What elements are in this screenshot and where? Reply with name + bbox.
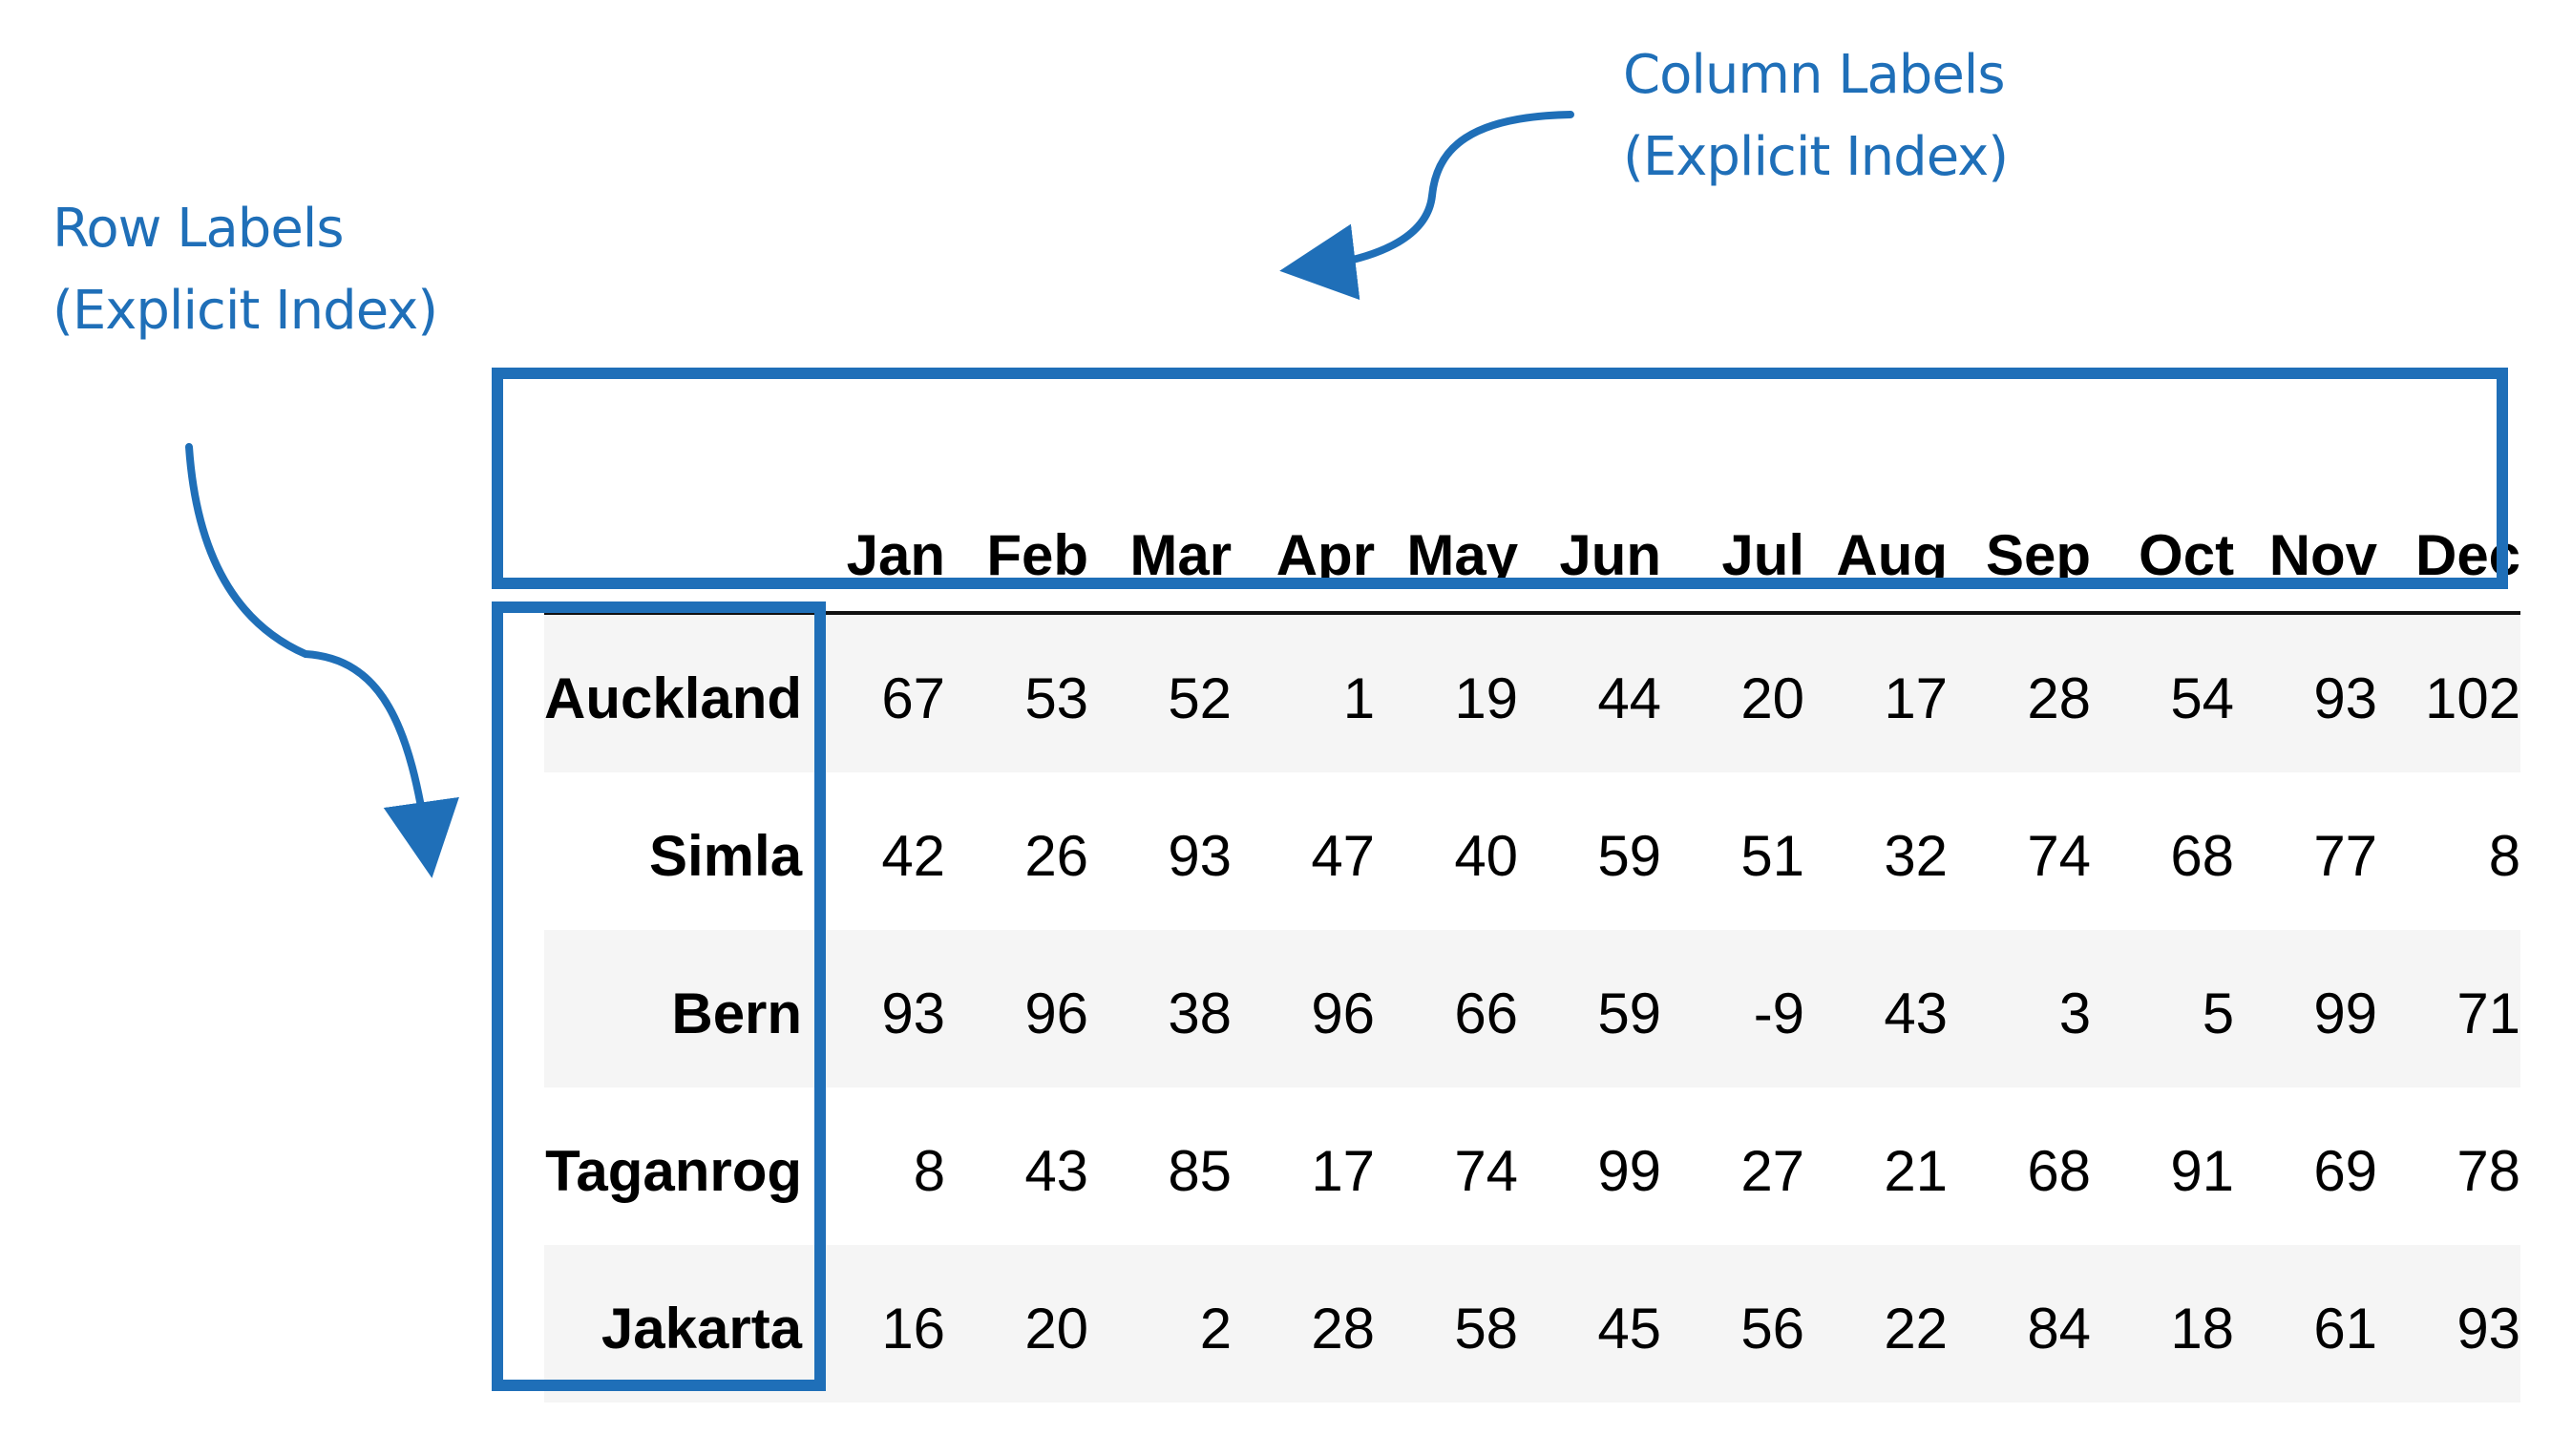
- row-labels-subtitle: (Explicit Index): [53, 280, 438, 342]
- table-cell: 1: [1232, 613, 1376, 772]
- table-cell: 5: [2091, 930, 2235, 1087]
- table-cell: -9: [1661, 930, 1805, 1087]
- table-cell: 27: [1740, 1138, 1805, 1203]
- table-cell: 53: [945, 613, 1089, 772]
- table-cell: 67: [802, 613, 946, 772]
- table-cell: 22: [1804, 1245, 1949, 1403]
- column-labels-subtitle: (Explicit Index): [1623, 126, 2009, 188]
- table-cell: 93: [2377, 1245, 2521, 1403]
- row-labels-highlight-box: [492, 601, 826, 1391]
- table-cell: 74: [2027, 823, 2092, 888]
- table-row: Taganrog 8 43 85 17 74 99 27 21 68 91 69…: [544, 1087, 2520, 1245]
- row-labels-callout: Row Labels (Explicit Index): [53, 188, 438, 352]
- row-label: Simla: [648, 823, 803, 888]
- table-cell: 93: [1168, 823, 1233, 888]
- table-cell: 18: [2091, 1245, 2235, 1403]
- table-cell: 93: [2234, 613, 2378, 772]
- table-cell: 45: [1518, 1245, 1662, 1403]
- table-cell: 44: [1518, 613, 1662, 772]
- column-labels-arrow: [1279, 111, 1574, 301]
- table-cell: 51: [1740, 823, 1805, 888]
- row-label: Jakarta: [544, 1245, 803, 1403]
- table-cell: 43: [1804, 930, 1949, 1087]
- table-cell: 59: [1518, 930, 1662, 1087]
- row-labels-title: Row Labels: [53, 198, 345, 260]
- row-label: Bern: [544, 930, 803, 1087]
- table-cell: 96: [1232, 930, 1376, 1087]
- table-cell: 26: [1024, 823, 1089, 888]
- dataframe-table: Jan Feb Mar Apr May Jun Jul Aug Sep Oct …: [544, 415, 2521, 1403]
- column-labels-callout: Column Labels (Explicit Index): [1623, 34, 2009, 199]
- table-cell: 85: [1168, 1138, 1233, 1203]
- table-cell: 20: [945, 1245, 1089, 1403]
- table-cell: 66: [1375, 930, 1519, 1087]
- table-cell: 40: [1454, 823, 1519, 888]
- table-cell: 61: [2234, 1245, 2378, 1403]
- table-cell: 68: [2027, 1138, 2092, 1203]
- table-cell: 91: [2170, 1138, 2235, 1203]
- row-label: Taganrog: [545, 1138, 803, 1203]
- table-cell: 28: [1232, 1245, 1376, 1403]
- table-cell: 102: [2377, 613, 2521, 772]
- table-cell: 20: [1661, 613, 1805, 772]
- table-cell: 17: [1804, 613, 1949, 772]
- table-row: Bern 93 96 38 96 66 59 -9 43 3 5 99 71: [544, 930, 2521, 1087]
- table-cell: 93: [802, 930, 946, 1087]
- table-cell: 21: [1884, 1138, 1949, 1203]
- table-cell: 77: [2313, 823, 2378, 888]
- table-cell: 38: [1088, 930, 1233, 1087]
- table-cell: 78: [2456, 1138, 2521, 1203]
- row-labels-arrow: [185, 443, 459, 878]
- table-cell: 58: [1375, 1245, 1519, 1403]
- table-cell: 47: [1311, 823, 1376, 888]
- table-cell: 28: [1948, 613, 2092, 772]
- table-cell: 99: [2234, 930, 2378, 1087]
- table-cell: 16: [802, 1245, 946, 1403]
- table-cell: 68: [2170, 823, 2235, 888]
- table-cell: 96: [945, 930, 1089, 1087]
- table-cell: 74: [1454, 1138, 1519, 1203]
- table-cell: 59: [1597, 823, 1662, 888]
- table-cell: 99: [1597, 1138, 1662, 1203]
- table-cell: 2: [1088, 1245, 1233, 1403]
- row-label: Auckland: [544, 613, 803, 772]
- table-cell: 32: [1884, 823, 1949, 888]
- table-cell: 8: [913, 1138, 946, 1203]
- table-row: Simla 42 26 93 47 40 59 51 32 74 68 77 8: [544, 772, 2520, 930]
- table-row: Jakarta 16 20 2 28 58 45 56 22 84 18 61 …: [544, 1245, 2521, 1403]
- table-cell: 56: [1661, 1245, 1805, 1403]
- table-cell: 84: [1948, 1245, 2092, 1403]
- table-cell: 54: [2091, 613, 2235, 772]
- table-cell: 8: [2488, 823, 2521, 888]
- table-cell: 19: [1375, 613, 1519, 772]
- column-labels-highlight-box: [492, 368, 2508, 589]
- table-cell: 3: [1948, 930, 2092, 1087]
- table-cell: 43: [1024, 1138, 1089, 1203]
- table-cell: 71: [2377, 930, 2521, 1087]
- table-cell: 42: [881, 823, 946, 888]
- column-labels-title: Column Labels: [1623, 44, 2006, 106]
- table-cell: 17: [1311, 1138, 1376, 1203]
- table-cell: 69: [2313, 1138, 2378, 1203]
- table-cell: 52: [1088, 613, 1233, 772]
- table-row: Auckland 67 53 52 1 19 44 20 17 28 54 93…: [544, 613, 2521, 772]
